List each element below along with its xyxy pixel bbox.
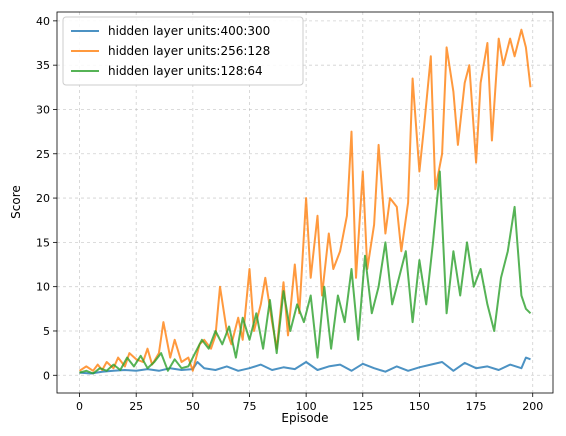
x-tick-label: 100 — [296, 400, 317, 413]
x-tick-label: 25 — [129, 400, 143, 413]
x-tick-label: 200 — [522, 400, 543, 413]
x-tick-label: 50 — [186, 400, 200, 413]
x-axis-label: Episode — [281, 411, 328, 425]
y-tick-label: 30 — [36, 103, 50, 116]
y-axis-ticks: 0 5 10 15 20 25 30 35 40 — [36, 15, 57, 382]
y-tick-label: 5 — [43, 325, 50, 338]
y-tick-label: 15 — [36, 236, 50, 249]
x-tick-label: 150 — [409, 400, 430, 413]
x-tick-label: 75 — [242, 400, 256, 413]
y-tick-label: 0 — [43, 369, 50, 382]
y-tick-label: 35 — [36, 59, 50, 72]
legend-label-1: hidden layer units:256:128 — [108, 44, 270, 58]
y-tick-label: 10 — [36, 281, 50, 294]
plot-frame — [56, 11, 554, 394]
x-tick-label: 125 — [352, 400, 373, 413]
legend: hidden layer units:400:300 hidden layer … — [62, 16, 304, 86]
x-tick-label: 175 — [466, 400, 487, 413]
legend-box — [62, 16, 304, 86]
y-tick-label: 25 — [36, 148, 50, 161]
y-axis-label: Score — [9, 185, 23, 219]
y-tick-label: 40 — [36, 15, 50, 28]
y-tick-label: 20 — [36, 192, 50, 205]
x-axis-ticks: 0 25 50 75 100 125 150 175 200 — [76, 393, 543, 413]
grid — [57, 12, 553, 393]
x-tick-label: 0 — [76, 400, 83, 413]
series-lines — [78, 28, 532, 375]
legend-label-2: hidden layer units:128:64 — [108, 64, 263, 78]
legend-label-0: hidden layer units:400:300 — [108, 24, 270, 38]
series-line-2 — [79, 170, 532, 375]
series-line-0 — [79, 356, 531, 375]
